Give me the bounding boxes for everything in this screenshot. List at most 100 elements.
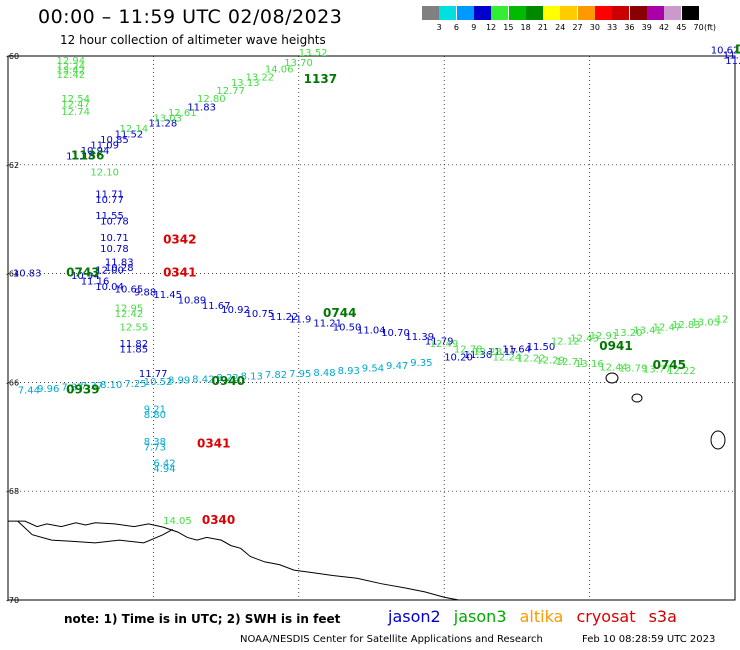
wave-height-label: 10.70 [381,328,410,339]
wave-height-label: 13.41 [633,325,662,336]
wave-height-label: 7.82 [265,370,287,381]
pass-time-label: 1136 [71,148,104,162]
pass-time-label: 0941 [599,339,632,353]
wave-height-label: 11.15 [723,51,740,62]
legend-label: 6 [453,23,459,32]
wave-height-label: 12.47 [653,323,682,334]
wave-height-label: 12.00 [95,266,124,277]
wave-height-label: 11.55 [95,211,124,222]
map-frame [7,55,736,601]
wave-height-label: 11.85 [119,344,148,355]
lon-label: 159 [438,604,453,605]
pass-time-label: 1137 [304,72,337,86]
wave-height-label: 12.28 [473,347,502,358]
legend-label: 15 [503,23,514,32]
wave-height-label: 9.47 [386,361,408,372]
legend-swatch [681,6,699,20]
wave-height-label: 10.75 [245,309,274,320]
wave-height-label: 12.61 [168,108,197,119]
wave-height-label: 13.42 [56,65,85,76]
pass-time-label: 0340 [202,513,235,527]
coastline [8,520,459,601]
sat-jason3: jason3 [453,607,507,626]
wave-height-label: 11.16 [81,276,110,287]
wave-height-label: 10.77 [95,195,124,206]
lon-label: 150 [0,604,15,605]
wave-height-label: 9.35 [410,358,432,369]
sat-s3a: s3a [648,607,677,626]
wave-height-label: 11.09 [90,140,119,151]
wave-height-label: 13.16 [575,359,604,370]
legend-label: 70 [693,23,704,32]
legend-swatch [525,6,543,20]
wave-height-label: 14.06 [265,64,294,75]
pass-time-label: 0745 [653,358,686,372]
legend-swatch [577,6,595,20]
legend-label: 36 [624,23,635,32]
lon-label: 156 [293,604,308,605]
timestamp: Feb 10 08:28:59 UTC 2023 [582,634,716,645]
lon-label: 162 [584,604,599,605]
sat-altika: altika [519,607,564,626]
lon-label: 153 [147,604,162,605]
wave-height-label: 9.88 [134,287,156,298]
wave-height-label: 12.91 [590,331,619,342]
legend-label: 27 [572,23,583,32]
map-subtitle: 12 hour collection of altimeter wave hei… [60,33,326,47]
wave-height-label: 12.54 [61,94,90,105]
legend-label: 9 [471,23,477,32]
legend-label: 21 [537,23,549,32]
wave-height-label: 7.73 [144,442,166,453]
island [710,430,726,450]
wave-height-label: 4.94 [153,464,175,475]
wave-height-label: 6.42 [153,459,175,470]
lat-label: -60 [6,52,19,61]
wave-height-label: 12 [716,315,729,326]
pass-time-label: 0342 [163,233,196,247]
wave-height-label: 10.52 [144,377,173,388]
legend-label: 3 [436,23,442,32]
pass-time-label: 0341 [197,437,230,451]
wave-height-label: 10.71 [100,233,129,244]
lat-label: -64 [6,270,19,279]
wave-height-label: 12.94 [56,56,85,67]
lat-label: -68 [6,487,19,496]
wave-height-label: 8.13 [241,372,263,383]
legend-swatch [422,6,439,20]
pass-time-label: 0939 [66,382,99,396]
wave-height-label: 12.14 [119,124,148,135]
wave-height-label: 13.77 [643,365,672,376]
wave-height-label: 13.79 [619,364,648,375]
sat-jason2: jason2 [388,607,441,626]
wave-height-label: 12.95 [115,304,144,315]
wave-height-label: 11.64 [502,344,531,355]
legend-label: 24 [555,23,566,32]
wave-height-label: 7.25 [124,379,146,390]
wave-height-label: 12.42 [115,309,144,320]
wave-height-label: 12.10 [90,168,119,179]
wave-height-label: 10.50 [333,323,362,334]
legend-swatch [543,6,561,20]
wave-height-label: 12.22 [667,366,696,377]
wave-height-label: 10.78 [100,217,129,228]
legend-label: 42 [658,23,670,32]
ice-tongue [17,520,174,544]
wave-height-label: 11.67 [202,301,231,312]
wave-height-label: 10.94 [71,271,100,282]
wave-height-label: 8.80 [144,410,166,421]
wave-height-label: 8.22 [216,373,238,384]
wave-height-label: 7.44 [18,385,40,396]
lon-label: 165 [729,604,740,605]
legend-swatch [473,6,491,20]
wave-height-label: 11.79 [425,336,454,347]
island [605,372,619,384]
wave-height-label: 10.65 [115,285,144,296]
wave-height-label: 12.24 [493,353,522,364]
wave-height-label: 10.85 [100,135,129,146]
wave-height-label: 11.22 [270,312,299,323]
wave-height-label: 11.83 [187,102,216,113]
legend-label: 39 [641,23,652,32]
lat-label: -66 [6,378,19,387]
wave-height-label: 10.83 [13,268,42,279]
wave-height-label: 11.28 [149,119,178,130]
